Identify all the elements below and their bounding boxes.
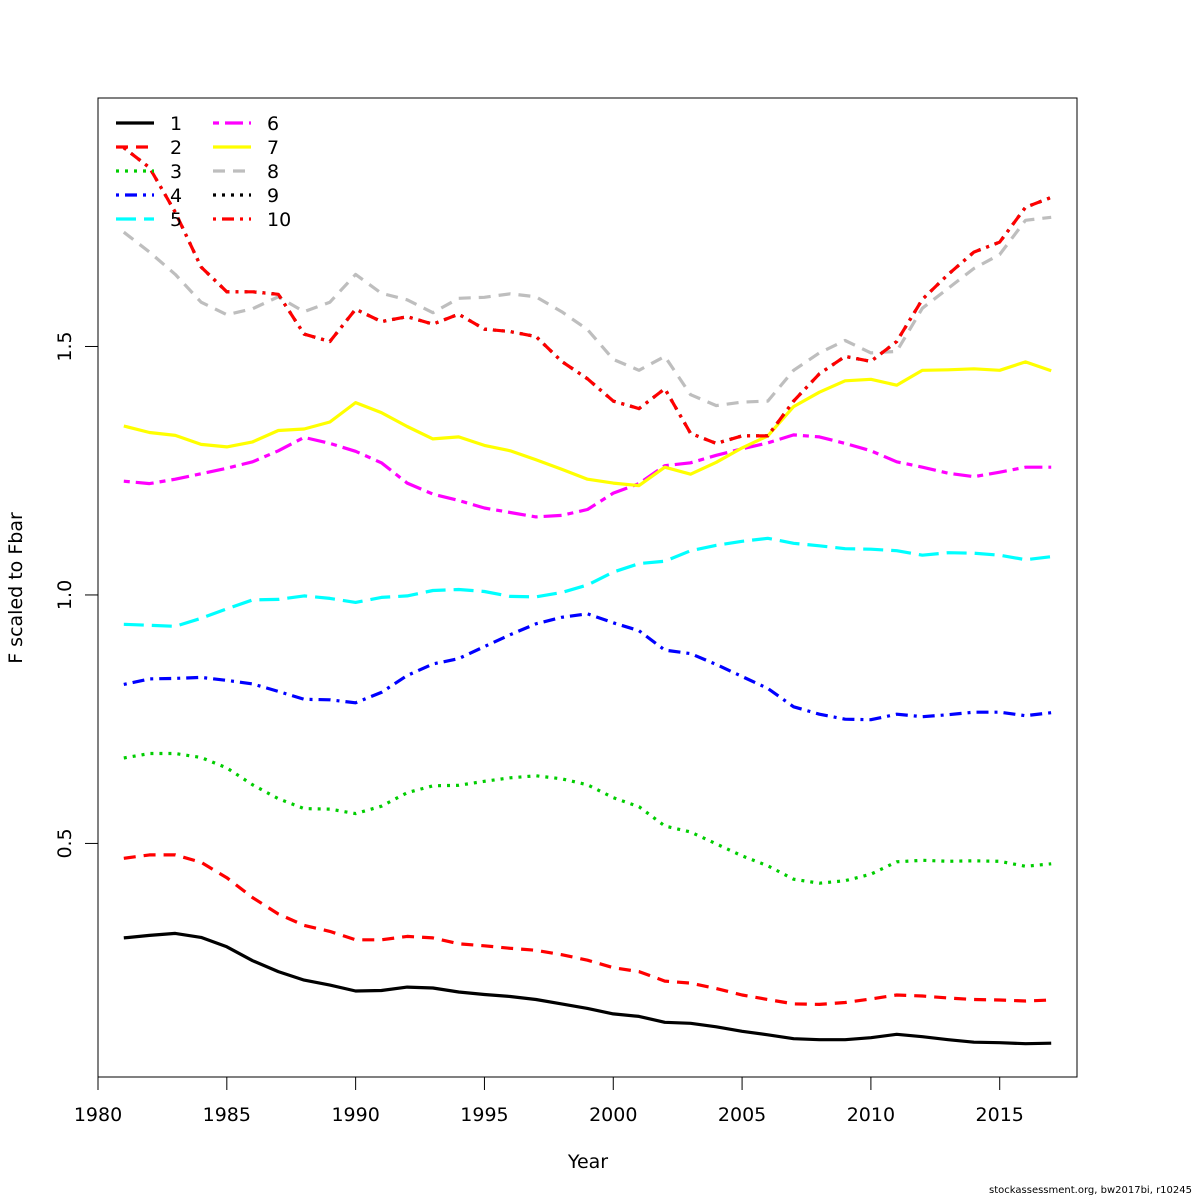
x-axis: 1980 1985 1990 1995 2000 2005 2010 2015 — [74, 1076, 1024, 1126]
y-tick-label: 1.0 — [54, 580, 76, 610]
series-layer — [122, 146, 1052, 1046]
x-tick-label: 2005 — [718, 1104, 766, 1126]
series-line-6 — [123, 433, 1052, 519]
series-line-1 — [123, 931, 1052, 1046]
series-line-4 — [123, 612, 1052, 722]
credit-text: stockassessment.org, bw2017bi, r10245 — [989, 1185, 1192, 1196]
x-tick-label: 1985 — [203, 1104, 251, 1126]
series-line-9 — [122, 146, 1052, 445]
series-line-7 — [123, 360, 1052, 488]
legend-label-8: 8 — [267, 161, 279, 183]
y-axis-label: F scaled to Fbar — [5, 512, 27, 664]
x-tick-label: 1990 — [331, 1104, 379, 1126]
series-line-2 — [123, 853, 1052, 1007]
legend-label-7: 7 — [267, 137, 279, 159]
x-tick-label: 1995 — [460, 1104, 508, 1126]
x-axis-label: Year — [567, 1151, 608, 1173]
legend-label-4: 4 — [170, 185, 182, 207]
legend-label-3: 3 — [170, 161, 182, 183]
series-line-5 — [123, 536, 1052, 628]
legend-label-9: 9 — [267, 185, 279, 207]
legend-label-5: 5 — [170, 209, 182, 231]
plot-frame — [97, 97, 1078, 1078]
y-tick-label: 1.5 — [54, 331, 76, 361]
x-tick-label: 2015 — [976, 1104, 1024, 1126]
series-line-10 — [122, 146, 1052, 445]
legend-label-6: 6 — [267, 113, 279, 135]
series-line-3 — [123, 751, 1052, 885]
y-tick-label: 0.5 — [54, 828, 76, 858]
x-tick-label: 1980 — [74, 1104, 122, 1126]
x-tick-label: 2010 — [847, 1104, 895, 1126]
legend-label-1: 1 — [170, 113, 182, 135]
x-tick-label: 2000 — [589, 1104, 637, 1126]
legend-label-2: 2 — [170, 137, 182, 159]
legend-label-10: 10 — [267, 209, 291, 231]
y-axis: 0.5 1.0 1.5 — [54, 331, 99, 859]
